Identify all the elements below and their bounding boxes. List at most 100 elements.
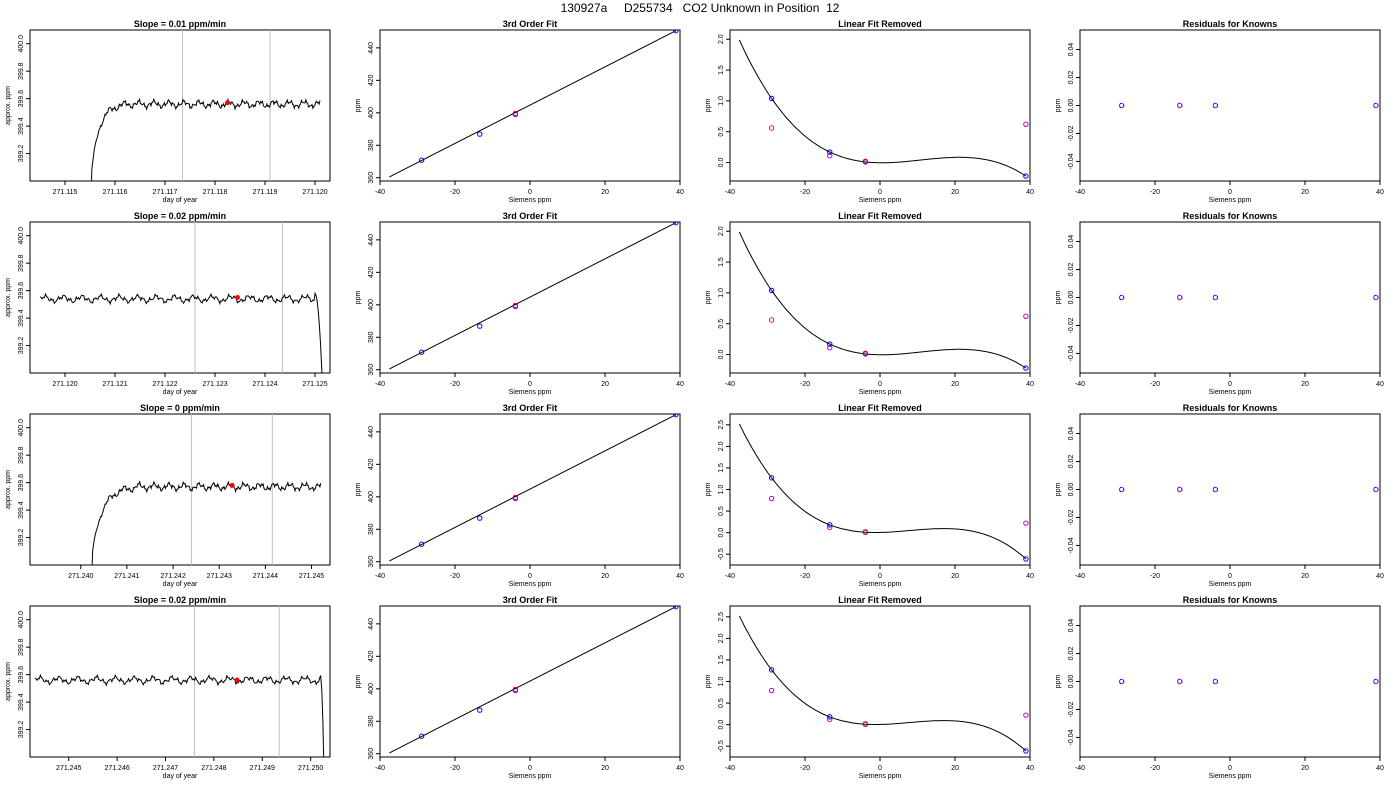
panel-2-2: 3rd Order Fit -40 -20 0 20 40 360 380 400 420 440 S… — [355, 211, 684, 396]
x-tick-label: 271.115 — [53, 189, 78, 196]
plot-data — [389, 606, 679, 754]
y-tick-label: 2.0 — [718, 34, 725, 44]
panel-1-4: Residuals for Knowns -40 -20 0 20 40 -0.04 -0.0… — [1055, 19, 1384, 204]
x-tick-label: 20 — [1301, 381, 1309, 388]
x-tick-label: 271.247 — [153, 765, 178, 772]
y-tick-label: 1.5 — [718, 655, 725, 665]
plot-data — [389, 222, 679, 370]
known-point — [477, 323, 483, 329]
y-tick-label: 360 — [368, 556, 375, 568]
y-tick-label: 1.0 — [718, 96, 725, 106]
unknown-point — [512, 494, 519, 501]
cubic-curve — [738, 423, 1027, 560]
unknown-point — [862, 158, 869, 164]
residual-point-blue — [1119, 486, 1125, 493]
fit-line — [389, 606, 677, 754]
x-tick-label: 271.245 — [299, 573, 324, 580]
known-point — [673, 414, 679, 418]
x-axis-label: Siemens ppm — [509, 389, 552, 396]
panel-title: Residuals for Knowns — [1183, 211, 1278, 221]
known-point — [418, 541, 425, 547]
panel-1-3: Linear Fit Removed -40 -20 0 20 40 0.0 0.5 1.0 1.… — [705, 19, 1034, 204]
linear-residual-point — [1023, 712, 1029, 718]
known-point — [1023, 556, 1029, 562]
x-axis-label: Siemens ppm — [859, 773, 902, 780]
known-point — [768, 287, 775, 294]
y-tick-label: -0.04 — [1068, 729, 1075, 745]
plot-frame — [1079, 221, 1381, 374]
y-tick-label: 399.8 — [18, 446, 25, 464]
y-tick-label: 380 — [368, 715, 375, 727]
y-axis-label: approx. ppm — [5, 86, 12, 125]
x-tick-label: 271.241 — [114, 573, 139, 580]
x-tick-label: 20 — [1301, 189, 1309, 196]
panel-4-4: Residuals for Knowns -40 -20 0 20 40 -0.04 -0.0… — [1055, 595, 1384, 780]
plot-frame — [29, 413, 331, 566]
x-tick-label: 40 — [676, 573, 684, 580]
y-tick-label: 399.6 — [18, 666, 25, 684]
x-tick-label: 20 — [601, 573, 609, 580]
y-tick-label: 360 — [368, 172, 375, 184]
y-tick-label: 399.6 — [18, 282, 25, 300]
known-point — [768, 667, 775, 673]
y-tick-label: 1.0 — [718, 677, 725, 687]
panel-3-4: Residuals for Knowns -40 -20 0 20 40 -0.04 -0.0… — [1055, 403, 1384, 588]
plot-data — [34, 606, 325, 757]
x-tick-label: -40 — [725, 381, 735, 388]
x-tick-label: 20 — [1301, 765, 1309, 772]
y-tick-label: 360 — [368, 364, 375, 376]
y-axis-label: ppm — [705, 675, 712, 689]
x-tick-label: 40 — [1376, 189, 1384, 196]
y-tick-label: 380 — [368, 331, 375, 343]
plot-data — [1118, 294, 1379, 301]
x-tick-label: 40 — [1026, 573, 1034, 580]
concentration-trace — [39, 291, 323, 373]
panel-1-2: 3rd Order Fit -40 -20 0 20 40 360 380 400 420 440 S… — [355, 19, 684, 204]
panel-title: Slope = 0 ppm/min — [140, 403, 220, 413]
panel-title: 3rd Order Fit — [503, 19, 558, 29]
linear-residual-point — [827, 524, 833, 531]
residual-point-blue — [1212, 678, 1218, 685]
x-tick-label: 271.249 — [250, 765, 275, 772]
x-tick-label: -40 — [375, 381, 385, 388]
panel-4-2: 3rd Order Fit -40 -20 0 20 40 360 380 400 420 440 S… — [355, 595, 684, 780]
x-tick-label: 271.245 — [56, 765, 81, 772]
plot-frame — [29, 605, 331, 758]
y-axis-label: approx. ppm — [5, 662, 12, 701]
y-tick-label: 0.04 — [1068, 43, 1075, 57]
residual-point-blue — [1373, 678, 1379, 685]
y-tick-label: 400 — [368, 491, 375, 503]
panel-4-3: Linear Fit Removed -40 -20 0 20 40 -0.5 0.0 0.5 1… — [705, 595, 1034, 780]
y-tick-label: 0.00 — [1068, 483, 1075, 497]
y-tick-label: -0.02 — [1068, 701, 1075, 717]
linear-residual-point — [827, 153, 833, 159]
x-tick-label: 20 — [601, 765, 609, 772]
x-axis-label: Siemens ppm — [859, 581, 902, 588]
panel-2-3: Linear Fit Removed -40 -20 0 20 40 0.0 0.5 1.0 1.… — [705, 211, 1034, 396]
y-tick-label: 399.4 — [18, 309, 25, 327]
y-tick-label: 420 — [368, 266, 375, 278]
y-tick-label: 420 — [368, 458, 375, 470]
panel-4-1: Slope = 0.02 ppm/min 271.245 271.246 271.24… — [5, 595, 331, 780]
linear-residual-point — [768, 495, 775, 502]
y-tick-label: 399.6 — [18, 474, 25, 492]
y-tick-label: 1.5 — [718, 463, 725, 473]
x-tick-label: 40 — [1026, 765, 1034, 772]
known-point — [477, 131, 483, 137]
x-axis-label: day of year — [163, 581, 198, 588]
y-tick-label: 399.4 — [18, 501, 25, 519]
known-point — [418, 349, 425, 355]
x-tick-label: -40 — [1075, 765, 1085, 772]
x-tick-label: 0 — [878, 381, 882, 388]
figure-title: 130927a D255734 CO2 Unknown in Position … — [560, 1, 840, 15]
plot-data — [389, 414, 679, 562]
y-tick-label: 380 — [368, 523, 375, 535]
y-tick-label: 399.6 — [18, 90, 25, 108]
plot-frame — [729, 605, 1031, 758]
y-tick-label: 0.5 — [718, 698, 725, 708]
y-tick-label: 399.4 — [18, 117, 25, 135]
known-point — [1023, 173, 1029, 179]
y-tick-label: 440 — [368, 42, 375, 54]
x-tick-label: -40 — [375, 189, 385, 196]
